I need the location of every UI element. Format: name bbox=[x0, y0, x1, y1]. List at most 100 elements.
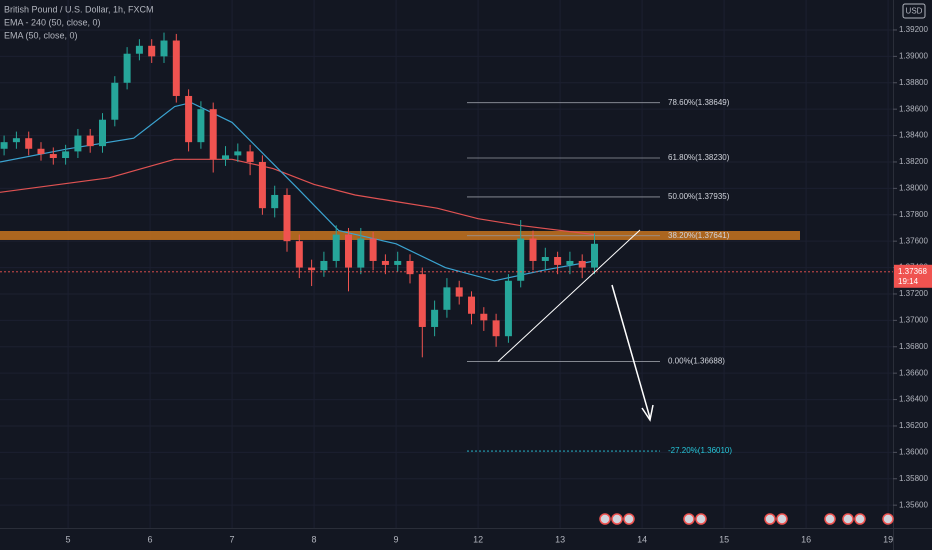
candle-body bbox=[172, 40, 180, 96]
event-icon[interactable] bbox=[776, 513, 788, 525]
y-tick-label: 1.35600 bbox=[899, 500, 928, 509]
candle-body bbox=[455, 287, 463, 297]
event-icon[interactable] bbox=[623, 513, 635, 525]
y-tick-label: 1.38200 bbox=[899, 157, 928, 166]
x-tick-label: 7 bbox=[230, 534, 235, 544]
candle-body bbox=[222, 155, 230, 160]
candle-body bbox=[283, 194, 291, 242]
event-icon[interactable] bbox=[611, 513, 623, 525]
y-tick-label: 1.36000 bbox=[899, 447, 928, 456]
candle-body bbox=[209, 109, 217, 160]
candle-body bbox=[185, 95, 193, 143]
candle-body bbox=[246, 151, 254, 162]
fib-label: -27.20%(1.36010) bbox=[668, 446, 732, 455]
y-tick-label: 1.37200 bbox=[899, 289, 928, 298]
candle-body bbox=[369, 238, 377, 261]
event-icon[interactable] bbox=[842, 513, 854, 525]
x-tick-label: 12 bbox=[473, 534, 483, 544]
candle-body bbox=[308, 267, 316, 271]
candle-body bbox=[111, 82, 119, 120]
event-icon[interactable] bbox=[882, 513, 894, 525]
y-tick-label: 1.36600 bbox=[899, 368, 928, 377]
candle-body bbox=[381, 260, 389, 265]
currency-box[interactable] bbox=[902, 3, 926, 19]
candle-body bbox=[74, 135, 82, 152]
y-tick-label: 1.37600 bbox=[899, 236, 928, 245]
candle-body bbox=[12, 138, 20, 143]
candle-body bbox=[394, 260, 402, 265]
last-price-box bbox=[894, 264, 932, 288]
candle-body bbox=[37, 148, 45, 155]
candle-body bbox=[123, 53, 131, 83]
candle-body bbox=[492, 320, 500, 337]
event-icon[interactable] bbox=[824, 513, 836, 525]
candle-body bbox=[271, 194, 279, 209]
x-tick-label: 16 bbox=[801, 534, 811, 544]
y-tick-label: 1.38800 bbox=[899, 78, 928, 87]
y-tick-label: 1.37800 bbox=[899, 210, 928, 219]
candle-body bbox=[541, 257, 549, 261]
candle-body bbox=[468, 296, 476, 314]
candle-body bbox=[566, 260, 574, 265]
candle-body bbox=[406, 260, 414, 275]
x-tick-label: 14 bbox=[637, 534, 647, 544]
fib-label: 50.00%(1.37935) bbox=[668, 192, 730, 201]
candle-body bbox=[443, 287, 451, 310]
y-tick-label: 1.36200 bbox=[899, 421, 928, 430]
candle-body bbox=[554, 257, 562, 265]
arrow-shaft bbox=[611, 284, 651, 419]
indicator-label: EMA (50, close, 0) bbox=[4, 30, 78, 40]
last-price-label: 1.37368 bbox=[898, 267, 927, 276]
event-icon[interactable] bbox=[599, 513, 611, 525]
candle-body bbox=[320, 260, 328, 271]
event-icon[interactable] bbox=[764, 513, 776, 525]
candle-body bbox=[0, 142, 8, 149]
candle-body bbox=[578, 260, 586, 268]
event-icon[interactable] bbox=[695, 513, 707, 525]
y-tick-label: 1.37000 bbox=[899, 315, 928, 324]
y-tick-label: 1.38600 bbox=[899, 104, 928, 113]
candle-body bbox=[258, 161, 266, 209]
candle-body bbox=[148, 45, 156, 57]
x-tick-label: 19 bbox=[883, 534, 893, 544]
fib-label: 38.20%(1.37641) bbox=[668, 231, 730, 240]
candle-body bbox=[135, 45, 143, 54]
candle-body bbox=[99, 119, 107, 147]
candle-body bbox=[431, 309, 439, 327]
candle-body bbox=[25, 138, 33, 149]
candle-body bbox=[357, 238, 365, 268]
candle-body bbox=[332, 234, 340, 261]
candle-body bbox=[197, 109, 205, 143]
candle-body bbox=[234, 151, 242, 156]
candle-body bbox=[49, 154, 57, 159]
y-tick-label: 1.35800 bbox=[899, 474, 928, 483]
candle-body bbox=[504, 280, 512, 337]
candle-body bbox=[295, 241, 303, 268]
candle-body bbox=[517, 238, 525, 281]
x-tick-label: 8 bbox=[312, 534, 317, 544]
y-tick-label: 1.39000 bbox=[899, 51, 928, 60]
ema-line bbox=[0, 158, 595, 236]
event-icon[interactable] bbox=[854, 513, 866, 525]
y-tick-label: 1.38400 bbox=[899, 131, 928, 140]
arrow-head bbox=[641, 404, 654, 422]
y-tick-label: 1.38000 bbox=[899, 183, 928, 192]
currency: USD bbox=[906, 7, 923, 16]
indicator-label: EMA - 240 (50, close, 0) bbox=[4, 17, 101, 27]
x-tick-label: 15 bbox=[719, 534, 729, 544]
trendline bbox=[497, 229, 641, 362]
candle-body bbox=[160, 40, 168, 57]
candle-body bbox=[62, 151, 70, 159]
event-icon[interactable] bbox=[683, 513, 695, 525]
candle-body bbox=[345, 234, 353, 268]
chart-title: British Pound / U.S. Dollar, 1h, FXCM bbox=[4, 4, 154, 14]
candle-body bbox=[86, 135, 94, 147]
candle-body bbox=[591, 243, 599, 268]
y-tick-label: 1.39200 bbox=[899, 25, 928, 34]
candle-body bbox=[529, 238, 537, 261]
countdown-label: 19:14 bbox=[898, 277, 919, 286]
fib-label: 61.80%(1.38230) bbox=[668, 153, 730, 162]
fib-label: 78.60%(1.38649) bbox=[668, 98, 730, 107]
